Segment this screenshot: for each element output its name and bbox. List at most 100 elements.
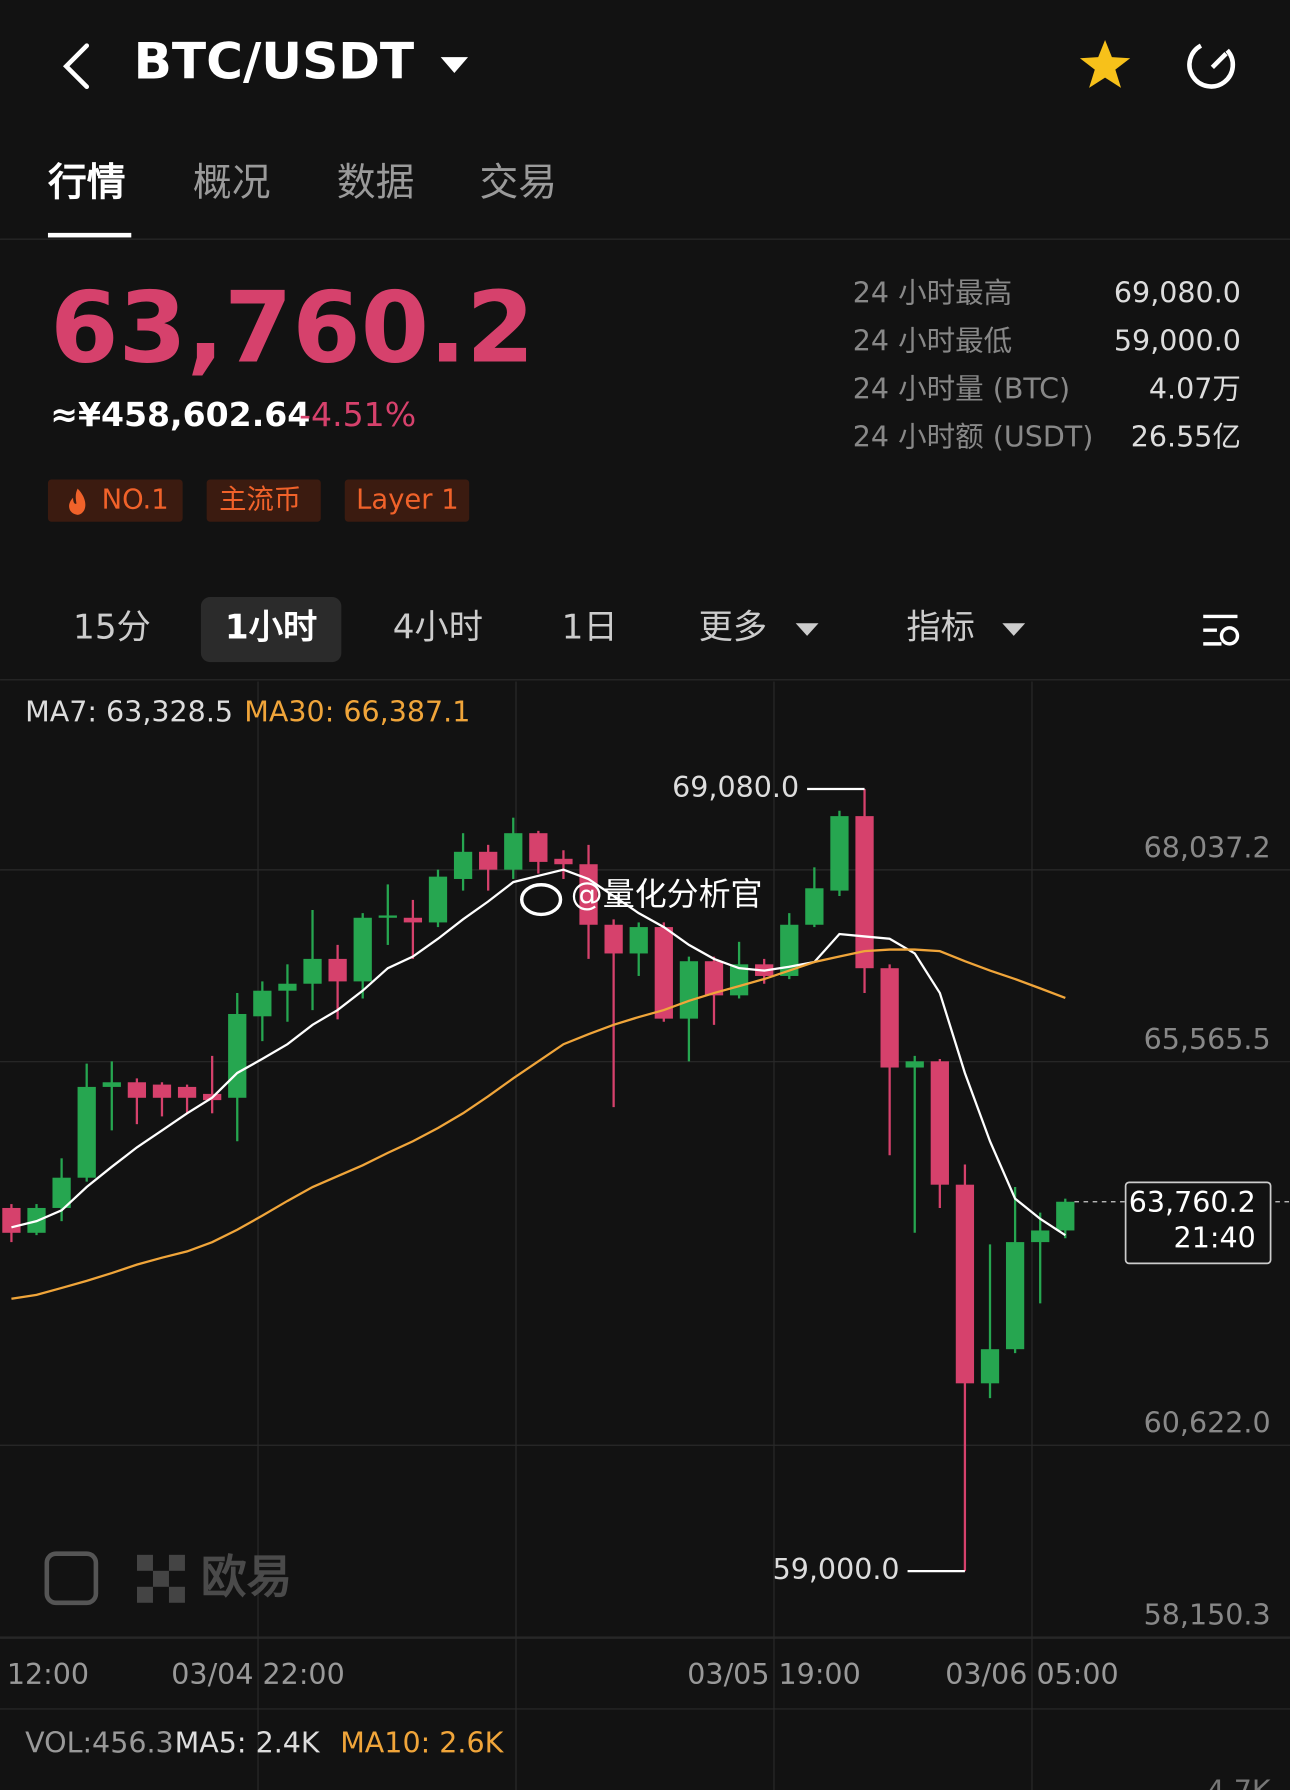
price-change: -4.51% (299, 395, 416, 434)
fire-icon (69, 488, 86, 515)
stat-label: 24 小时最低 (853, 324, 1012, 357)
candle-body (679, 961, 699, 1019)
dropdown-arrow (1002, 623, 1026, 636)
x-tick-label: 03/05 19:00 (687, 1658, 860, 1691)
dropdown-arrow (795, 623, 819, 636)
divider (0, 679, 1290, 681)
candle-body (52, 1177, 71, 1208)
divider (0, 238, 1290, 240)
low-label: 59,000.0 (773, 1553, 900, 1586)
candle-body (579, 864, 598, 925)
candle-body (780, 924, 799, 976)
pair-title[interactable]: BTC/USDT (134, 32, 415, 91)
tag-label: 主流币 (219, 485, 301, 516)
candle-body (1056, 1201, 1075, 1231)
candle-body (378, 915, 397, 918)
candle-body (905, 1061, 924, 1068)
candle-body (529, 833, 548, 862)
y-tick-label: 68,037.2 (1144, 831, 1271, 864)
interval[interactable]: 1小时 (225, 608, 317, 648)
candle-body (629, 927, 648, 954)
tag-label: Layer 1 (356, 485, 458, 516)
stat-value: 59,000.0 (1114, 324, 1241, 357)
y-tick-label: 58,150.3 (1144, 1598, 1271, 1631)
ma-legend: MA7: 63,328.5 (25, 695, 233, 728)
cny-price: ≈¥458,602.64 (50, 395, 310, 434)
candle-body (855, 816, 874, 969)
candle-body (504, 833, 523, 870)
volume-legend: VOL:456.3 (25, 1726, 174, 1759)
interval[interactable]: 更多 (699, 608, 767, 648)
last-price-box (1124, 1181, 1272, 1265)
candle-body (479, 851, 498, 870)
candle-body (704, 961, 724, 996)
candle-body (604, 924, 623, 954)
last-price: 63,760.2 (50, 271, 534, 385)
candle-body (554, 858, 573, 865)
ma-line (11, 868, 1066, 1237)
interval[interactable]: 1日 (562, 608, 618, 648)
stat-label: 24 小时最高 (853, 277, 1012, 310)
candle-body (1005, 1242, 1025, 1350)
tab[interactable]: 概况 (193, 160, 271, 205)
tab-indicator (47, 232, 132, 238)
refresh-icon[interactable] (1187, 43, 1236, 89)
stat-label: 24 小时量 (BTC) (853, 372, 1070, 405)
stat-value: 4.07万 (1149, 372, 1241, 405)
tag[interactable] (344, 479, 470, 522)
candle-body (654, 927, 673, 1019)
candle-body (77, 1086, 96, 1178)
back-button[interactable] (62, 43, 90, 90)
candle-body (177, 1086, 197, 1098)
candle-body (830, 816, 849, 891)
settings-icon[interactable] (1203, 614, 1240, 646)
candle-body (328, 958, 347, 982)
candle-body (253, 990, 272, 1017)
interval[interactable]: 4小时 (393, 608, 483, 648)
stat-value: 69,080.0 (1114, 277, 1241, 310)
high-label: 69,080.0 (672, 771, 799, 804)
candle-body (955, 1184, 975, 1384)
tag[interactable] (206, 479, 321, 522)
favorite-star[interactable] (1079, 39, 1131, 88)
tag-label: NO.1 (102, 485, 169, 516)
candle-body (805, 888, 824, 925)
candle-body (880, 968, 899, 1068)
volume-legend: MA5: 2.4K (175, 1726, 321, 1759)
ma-line (11, 948, 1066, 1300)
brand-name: 欧易 (201, 1550, 292, 1603)
tab[interactable]: 数据 (337, 160, 415, 205)
candle-body (453, 851, 473, 879)
x-tick-label: 03/04 22:00 (171, 1658, 344, 1691)
x-tick-label: 03/06 05:00 (945, 1658, 1118, 1691)
candle-body (980, 1349, 1000, 1384)
tab[interactable]: 行情 (48, 160, 126, 205)
last-price-label: 63,760.2 (1129, 1186, 1256, 1219)
stats: 24 小时最高 69,080.0 24 小时最低 59,000.0 24 小时量 (BT… (853, 277, 1241, 454)
y-tick-label: 60,622.0 (1144, 1407, 1271, 1440)
candle-body (403, 917, 423, 923)
candle-body (127, 1082, 147, 1098)
watermark: @量化分析官 (571, 875, 763, 913)
candle-body (2, 1207, 21, 1233)
candle-body (353, 917, 372, 982)
candlestick-chart: 68,037.2 65,565.5 60,622.0 58,150.3 69,080.0… (0, 681, 1290, 1790)
interval[interactable]: 15分 (73, 608, 151, 648)
volume-tick-label: 4.7K (1207, 1774, 1272, 1790)
candle-body (152, 1084, 172, 1098)
stat-label: 24 小时额 (USDT) (853, 420, 1094, 453)
y-tick-label: 65,565.5 (1144, 1023, 1271, 1056)
interval[interactable]: 指标 (906, 608, 974, 648)
candle-body (930, 1061, 949, 1185)
candle-body (228, 1013, 247, 1098)
candle-body (303, 958, 322, 984)
candle-body (1031, 1230, 1050, 1243)
volume-legend: MA10: 2.6K (340, 1726, 504, 1759)
candle-body (102, 1082, 121, 1087)
tab[interactable]: 交易 (479, 160, 557, 205)
x-tick-label: 12:00 (7, 1658, 89, 1691)
last-time-label: 21:40 (1174, 1221, 1256, 1254)
pair-dropdown[interactable] (440, 57, 469, 74)
